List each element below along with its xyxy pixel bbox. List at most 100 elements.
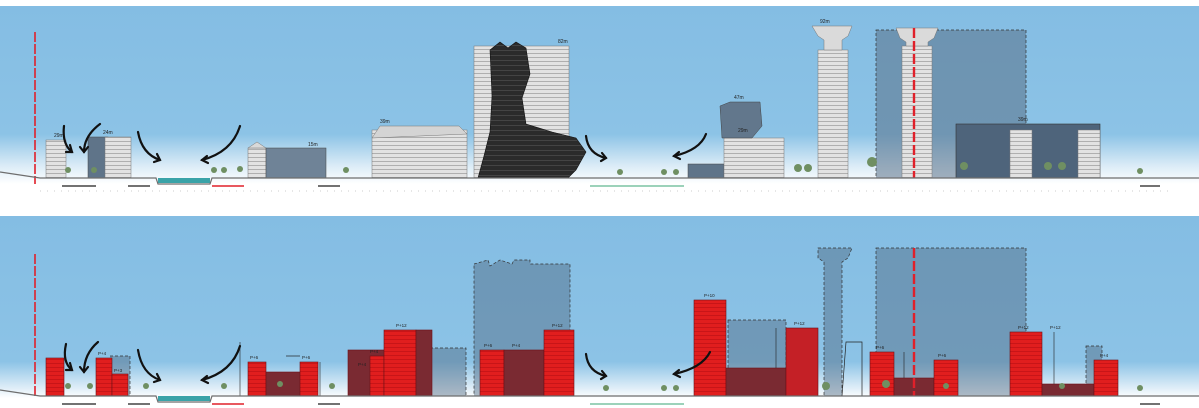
tree-icon [617,169,623,175]
building [371,129,468,179]
sky [0,216,1199,398]
proposed-building [725,367,787,397]
floor-label: P+6 [484,343,493,348]
floor-label: P+6 [876,345,885,350]
tower-shaft [817,49,849,179]
curved-arrow-icon [63,342,74,372]
proposed-building [869,351,895,397]
curved-arrow-icon [62,124,74,154]
tree-icon [221,167,227,173]
floor-label: P+4 [1100,353,1109,358]
tree-icon [1137,168,1143,174]
height-label: 15m [308,142,318,148]
tree-icon [143,383,149,389]
proposed-building [1041,383,1095,397]
floor-label: P+4 [98,351,107,356]
building [265,147,327,179]
curved-arrow-icon [199,124,242,165]
tree-icon [1059,383,1065,389]
tree-icon [65,383,71,389]
curved-arrow-icon [199,344,242,385]
tower-shaft [901,45,933,179]
floor-label: P+4 [512,343,521,348]
setback-lines [286,341,863,397]
tree-icon [343,167,349,173]
existing-section-panel: 29m 24m 15m 39m 82m 47m 29m 92m 39m [0,6,1199,202]
tree-icon [65,167,71,173]
tree-icon [794,164,802,172]
tree-icon [221,383,227,389]
curved-arrow-icon [78,340,100,374]
proposed-building [45,357,65,397]
tree-icon [1058,162,1066,170]
curved-arrow-icon [671,132,708,161]
tree-icon [804,164,812,172]
proposed-building [1009,331,1043,397]
height-label: 24m [103,130,113,136]
building [1009,129,1033,179]
trees [65,380,1143,391]
proposed-building [933,359,959,397]
tree-icon [960,162,968,170]
floor-label: P+4 [358,362,367,367]
curved-arrow-icon [136,348,162,384]
height-label: 82m [558,39,568,45]
tree-icon [237,166,243,172]
tree-icon [603,385,609,391]
tree-icon [943,383,949,389]
building [1077,129,1101,179]
tower-crown [811,25,853,51]
tree-icon [87,383,93,389]
building [371,125,468,139]
floor-label: P+6 [938,353,947,358]
proposed-building [247,361,267,397]
proposed-building [369,355,385,397]
arrows [62,122,708,165]
tree-icon [277,381,283,387]
proposed-building [543,329,575,397]
curved-arrow-icon [584,134,608,163]
proposed-building [95,357,113,397]
proposed-building [111,373,129,397]
tree-icon [1044,162,1052,170]
tree-icon [822,382,830,390]
ghost-building [429,347,467,397]
building [247,147,267,179]
floor-label: P+12 [552,323,563,328]
water-channel [158,178,210,183]
building [723,137,785,179]
floor-labels: P+4 P+3 P+6 P+6 P+4 P+4 P+6 P+12 P+10 P+… [98,293,1109,373]
dark-tower [477,41,587,179]
proposed-building [415,329,433,397]
existing-section-drawing: 29m 24m 15m 39m 82m 47m 29m 92m 39m [0,6,1199,192]
proposed-building [299,361,319,397]
trees [65,157,1143,175]
proposed-building [265,371,303,397]
proposed-building [479,349,505,397]
existing-buildings [45,25,1101,179]
proposed-building [693,299,727,397]
height-label: 39m [1018,117,1028,123]
floor-label: P+12 [794,321,805,326]
building [104,136,132,179]
ground-line [0,171,1199,185]
floor-label: P+12 [396,323,407,328]
tree-icon [661,385,667,391]
curved-arrow-icon [136,130,162,164]
floor-label: P+6 [250,355,259,360]
tree-icon [211,167,217,173]
curved-arrow-icon [671,350,712,379]
tree-icon [673,385,679,391]
floor-label: P+12 [1050,325,1061,330]
floor-label: P+12 [1018,325,1029,330]
height-label: 92m [820,19,830,25]
building [719,101,763,139]
building [687,163,725,179]
proposed-section-panel: P+4 P+3 P+6 P+6 P+4 P+4 P+6 P+12 P+10 P+… [0,216,1199,408]
tree-icon [673,169,679,175]
ground-line [0,389,1199,403]
proposed-building [503,349,545,397]
floor-label: P+10 [704,293,715,298]
dimension-markers [239,328,1055,396]
height-label: 29m [738,128,748,134]
